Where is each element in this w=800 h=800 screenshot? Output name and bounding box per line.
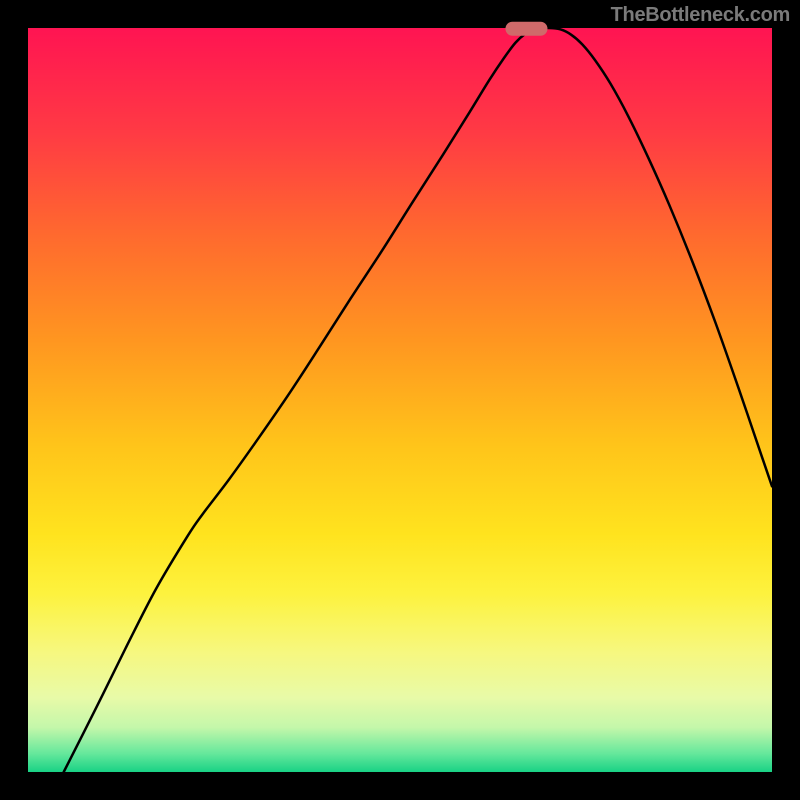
watermark-text: TheBottleneck.com	[611, 4, 790, 27]
plot-background	[28, 28, 772, 772]
chart-container: TheBottleneck.com	[0, 0, 800, 800]
optimal-marker	[505, 22, 547, 36]
bottleneck-chart	[0, 0, 800, 800]
